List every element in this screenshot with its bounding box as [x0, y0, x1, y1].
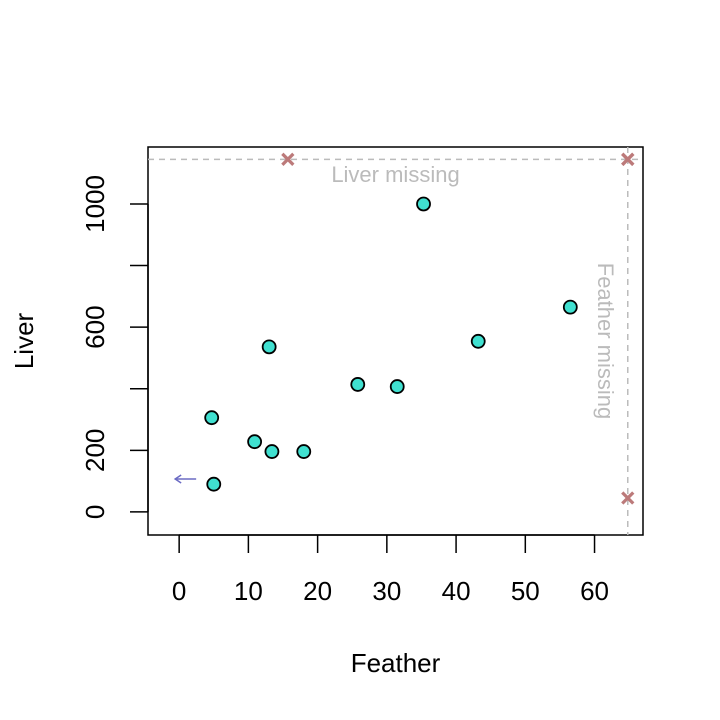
- y-tick-label-1: 200: [80, 429, 110, 472]
- offscale-arrow: [173, 474, 197, 484]
- y-tick-label-3: 600: [80, 305, 110, 348]
- data-point-2: [247, 434, 263, 450]
- x-tick-label-2: 20: [303, 576, 332, 606]
- data-point-6: [350, 377, 366, 392]
- data-point-4: [264, 444, 280, 459]
- x-tick-label-6: 60: [580, 576, 609, 606]
- data-point-10: [562, 299, 578, 315]
- feather-missing-label: Feather missing: [593, 263, 618, 420]
- missing-layer: [148, 147, 643, 535]
- plot-frame: [147, 146, 644, 536]
- y-tick-label-0: 0: [80, 505, 110, 519]
- x-tick-label-1: 10: [234, 576, 263, 606]
- y-tick-label-5: 1000: [80, 175, 110, 233]
- x-tick-label-0: 0: [172, 576, 186, 606]
- liver-missing-marker-0: [281, 152, 295, 166]
- data-point-9: [470, 333, 486, 349]
- data-point-3: [261, 339, 277, 355]
- data-point-5: [296, 444, 312, 459]
- data-point-1: [206, 476, 222, 492]
- liver-missing-label: Liver missing: [331, 162, 459, 187]
- x-tick-label-3: 30: [372, 576, 401, 606]
- data-point-8: [416, 196, 431, 212]
- y-axis: 0 200 600 1000: [80, 175, 149, 519]
- x-axis: 0 10 20 30 40 50 60: [172, 534, 609, 606]
- x-axis-label: Feather: [351, 648, 441, 678]
- x-tick-label-5: 50: [511, 576, 540, 606]
- points-layer: [204, 196, 578, 492]
- data-point-0: [204, 410, 220, 426]
- y-axis-label: Liver: [9, 312, 39, 369]
- feather-missing-marker-0: [621, 152, 635, 166]
- data-point-7: [389, 379, 405, 394]
- feather-missing-marker-1: [621, 491, 635, 505]
- x-tick-label-4: 40: [442, 576, 471, 606]
